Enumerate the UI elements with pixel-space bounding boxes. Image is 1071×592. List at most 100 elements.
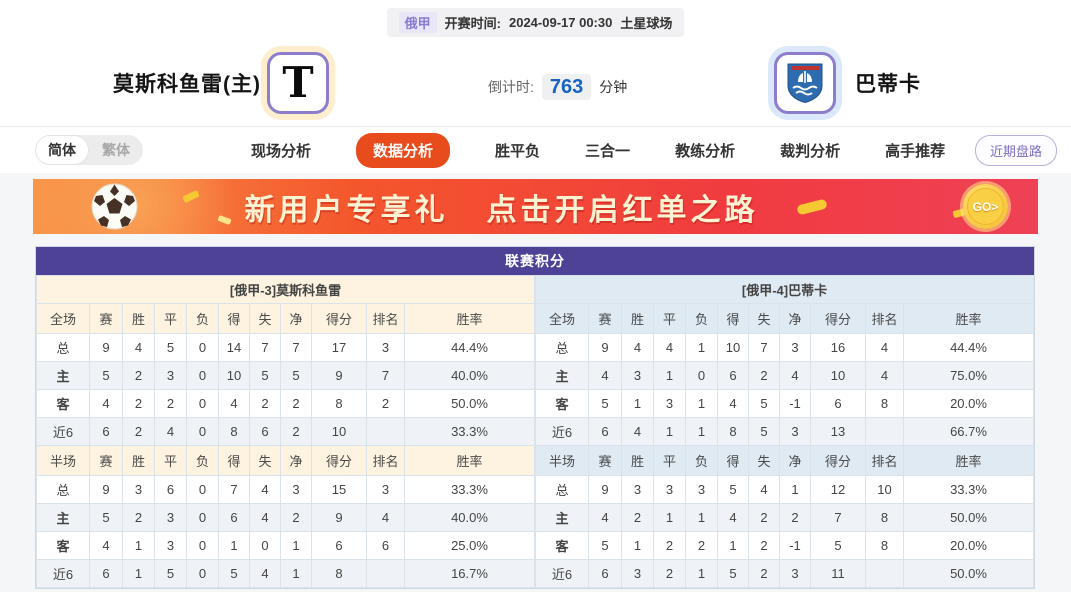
language-toggle[interactable]: 简体 繁体 <box>35 135 143 165</box>
stat-cell: 8 <box>865 389 904 418</box>
column-header: 排名 <box>865 303 904 334</box>
stat-cell: 5 <box>748 417 780 446</box>
stat-cell: 2 <box>122 503 155 532</box>
stat-cell: 1 <box>685 417 718 446</box>
column-header: 净 <box>779 303 811 334</box>
promo-banner[interactable]: 新用户专享礼 点击开启红单之路 GO> <box>33 179 1038 234</box>
stat-cell: 3 <box>366 333 405 362</box>
stat-cell: 4 <box>621 417 654 446</box>
column-header: 赛 <box>588 303 622 334</box>
recent-odds-button[interactable]: 近期盘路 <box>974 134 1057 166</box>
stat-cell: 6 <box>89 417 123 446</box>
column-header: 胜率 <box>903 303 1034 334</box>
stat-cell: 2 <box>154 389 187 418</box>
nav-tab[interactable]: 高手推荐 <box>885 142 946 160</box>
go-button[interactable]: GO> <box>963 184 1008 229</box>
stats-row: 近6 6 1 5 0 5 4 1 8 16.7% <box>36 559 535 588</box>
nav-tab[interactable]: 裁判分析 <box>780 142 841 160</box>
stat-cell <box>366 417 405 446</box>
stat-cell: 5 <box>717 559 749 588</box>
stat-cell: 2 <box>748 559 780 588</box>
row-label: 总 <box>36 475 90 504</box>
stat-cell: 10 <box>311 417 367 446</box>
venue: 土星球场 <box>620 16 673 31</box>
column-header: 胜 <box>122 445 155 476</box>
column-header: 胜率 <box>903 445 1034 476</box>
stat-cell: 25.0% <box>404 531 535 560</box>
nav-tab[interactable]: 现场分析 <box>251 142 312 160</box>
stat-cell: 1 <box>685 389 718 418</box>
away-team-name: 巴蒂卡 <box>855 73 921 96</box>
stat-cell: 13 <box>810 417 866 446</box>
league-badge: 俄甲 <box>398 12 437 33</box>
column-header: 半场 <box>36 445 90 476</box>
banner-glow-decoration <box>33 179 263 234</box>
stat-cell: 0 <box>186 559 219 588</box>
stat-cell: 3 <box>621 361 654 390</box>
lang-simplified-button[interactable]: 简体 <box>35 135 89 165</box>
stat-cell: 50.0% <box>903 559 1034 588</box>
stat-cell: 3 <box>779 417 811 446</box>
stat-cell: 1 <box>122 559 155 588</box>
stats-row: 客 4 2 2 0 4 2 2 8 2 50.0% <box>36 389 535 418</box>
stat-cell: 0 <box>186 389 219 418</box>
stat-cell: 9 <box>588 333 622 362</box>
nav-tab[interactable]: 胜平负 <box>495 142 541 160</box>
stat-cell: 4 <box>249 475 281 504</box>
banner-text-part2: 点击开启红单之路 <box>486 193 759 227</box>
column-header: 负 <box>685 445 718 476</box>
column-header: 胜 <box>621 445 654 476</box>
nav-tab[interactable]: 三合一 <box>585 142 631 160</box>
stat-cell: 10 <box>717 333 749 362</box>
stat-cell: 6 <box>218 503 250 532</box>
stat-cell: 3 <box>653 389 686 418</box>
stat-cell: 6 <box>249 417 281 446</box>
nav-tabs: 现场分析 数据分析 胜平负 三合一 教练分析 裁判分析 高手推荐 <box>251 132 946 168</box>
stat-cell: 4 <box>122 333 155 362</box>
stat-cell: 7 <box>810 503 866 532</box>
stat-cell: 2 <box>280 503 312 532</box>
stat-cell: 0 <box>186 503 219 532</box>
column-header: 得分 <box>810 303 866 334</box>
column-header: 得 <box>218 303 250 334</box>
stat-cell: 9 <box>311 503 367 532</box>
go-button-label[interactable]: GO> <box>967 188 1004 225</box>
nav-tab[interactable]: 教练分析 <box>675 142 736 160</box>
stat-cell: 4 <box>154 417 187 446</box>
column-header: 赛 <box>89 445 123 476</box>
stat-cell: 1 <box>779 475 811 504</box>
stat-cell: 50.0% <box>404 389 535 418</box>
stat-cell: 10 <box>865 475 904 504</box>
stat-cell: 2 <box>779 503 811 532</box>
lang-traditional-button[interactable]: 繁体 <box>102 142 130 158</box>
nav-tab[interactable]: 数据分析 <box>356 132 451 168</box>
stat-cell: 3 <box>685 475 718 504</box>
stat-cell: 2 <box>685 531 718 560</box>
stat-cell: 16 <box>810 333 866 362</box>
row-label: 主 <box>535 503 589 532</box>
column-header: 赛 <box>89 303 123 334</box>
standings-tables: [俄甲-3]莫斯科鱼雷 全场赛胜平负得失净得分 排名 胜率总 9 4 5 0 14 7 7 17 3 4… <box>36 275 1034 588</box>
column-header: 半场 <box>535 445 589 476</box>
stat-cell: 6 <box>588 559 622 588</box>
home-section-header: [俄甲-3]莫斯科鱼雷 <box>36 275 535 304</box>
stat-cell: 44.4% <box>903 333 1034 362</box>
stat-cell: 4 <box>249 503 281 532</box>
stat-cell: 66.7% <box>903 417 1034 446</box>
stat-cell: 5 <box>280 361 312 390</box>
countdown: 倒计时: 763 分钟 <box>488 74 627 100</box>
stat-cell: 2 <box>249 389 281 418</box>
row-label: 近6 <box>535 559 589 588</box>
column-header: 胜 <box>122 303 155 334</box>
stat-cell: 8 <box>218 417 250 446</box>
column-header: 得 <box>717 445 749 476</box>
stat-cell: 1 <box>280 531 312 560</box>
stat-cell: 2 <box>653 531 686 560</box>
column-header: 排名 <box>366 303 405 334</box>
match-info-bar: 俄甲 开赛时间: 2024-09-17 00:30 土星球场 <box>386 8 685 37</box>
stat-cell: 5 <box>89 503 123 532</box>
stat-cell: 8 <box>717 417 749 446</box>
stat-cell: 4 <box>621 333 654 362</box>
stat-cell: 4 <box>717 389 749 418</box>
stat-cell: 2 <box>748 531 780 560</box>
